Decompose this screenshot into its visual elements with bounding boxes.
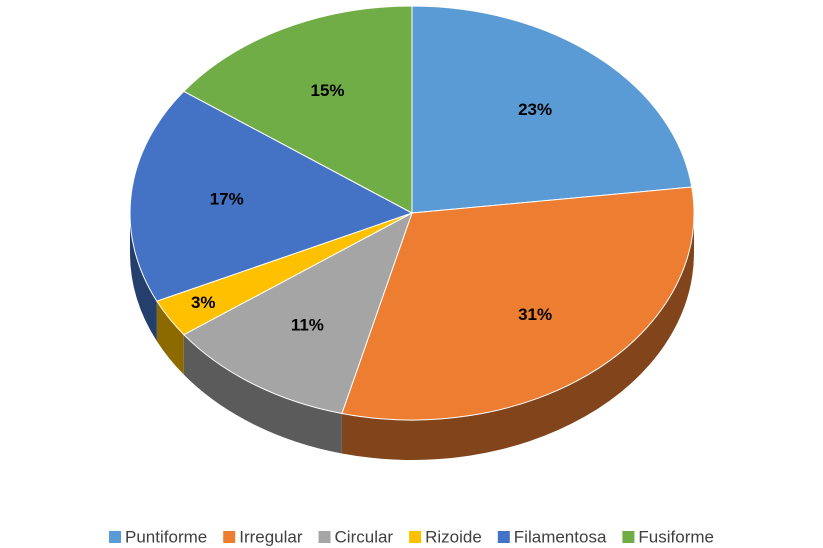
- data-label: 3%: [191, 293, 216, 312]
- data-label: 31%: [518, 305, 552, 324]
- pie-slice: [129, 90, 414, 302]
- pie-slice: [411, 5, 693, 214]
- legend-label: Rizoide: [425, 527, 482, 546]
- legend-label: Puntiforme: [125, 527, 207, 546]
- pie-slice: [183, 211, 413, 415]
- legend-label: Filamentosa: [514, 527, 607, 546]
- legend-swatch: [109, 531, 122, 543]
- pie-slice: [341, 186, 695, 421]
- data-label: 11%: [291, 315, 324, 334]
- legend-swatch: [318, 531, 331, 543]
- data-label: 23%: [518, 100, 552, 119]
- legend-swatch: [622, 531, 635, 543]
- data-label: 15%: [310, 81, 344, 100]
- legend-swatch: [223, 531, 236, 543]
- legend-label: Circular: [335, 527, 394, 546]
- legend-label: Irregular: [239, 527, 303, 546]
- legend-swatch: [497, 531, 510, 543]
- legend-label: Fusiforme: [638, 527, 714, 546]
- legend-swatch: [409, 531, 422, 543]
- pie-slice: [183, 5, 413, 214]
- pie-slice-side: [183, 334, 342, 454]
- pie-slice-side: [341, 213, 694, 460]
- data-label: 17%: [210, 190, 244, 209]
- pie-slice-side: [156, 301, 184, 375]
